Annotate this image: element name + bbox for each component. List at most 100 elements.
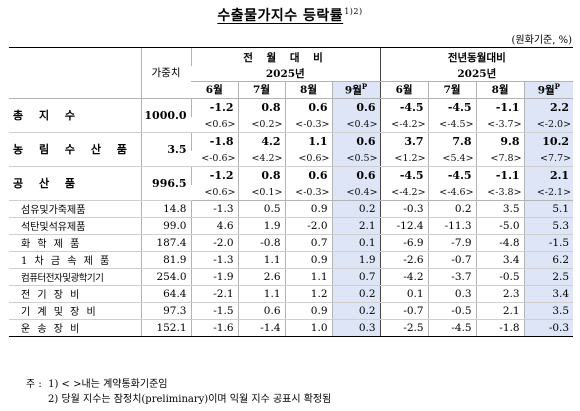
row-label: 농 림 수 산 품 [9,131,141,167]
value-cell: 3.4 [523,285,574,303]
value-cell: 0.1 [379,285,429,303]
value-cell: -2.0 [284,217,332,235]
contract-currency-value: <0.6> [284,150,332,167]
value-cell: -0.5 [427,302,477,320]
note-1: 1) < >내는 계약통화기준임 [48,379,168,390]
contract-currency-value: <0.4> [331,184,381,201]
yoy-year: 2025년 [379,66,574,82]
weight-value: 64.4 [140,285,191,303]
value-cell: 0.6 [331,165,381,185]
month-label: 9월 [537,84,555,97]
value-cell: -0.7 [427,251,477,269]
contract-currency-value: <-0.3> [284,184,332,201]
value-cell: 0.6 [331,97,381,117]
value-cell: -12.4 [379,217,429,235]
value-cell: 2.6 [237,268,285,286]
subrow-label: 운 송 장 비 [9,319,141,337]
value-cell: 0.2 [427,200,477,218]
value-cell: 3.5 [475,200,525,218]
preliminary-mark: P [361,82,368,91]
value-cell: 1.1 [237,251,285,269]
value-cell: -1.5 [190,302,238,320]
month-header: 6월 [191,81,238,99]
month-label: 6월 [205,84,223,97]
value-cell: -2.6 [379,251,429,269]
value-cell: 0.9 [284,200,332,218]
value-cell: -4.5 [427,165,477,185]
contract-currency-value: <0.1> [237,184,285,201]
value-cell: 2.5 [523,268,574,286]
header-label-cell [9,47,141,99]
footnotes: 주 : 1) < >내는 계약통화기준임 2) 당월 지수는 잠정치(preli… [26,377,331,407]
value-cell: -0.3 [523,319,574,337]
value-cell: -1.8 [475,319,525,337]
subrow-label: 1 차 금 속 제 품 [9,251,141,269]
value-cell: 0.9 [284,302,332,320]
value-cell: -4.2 [379,268,429,286]
value-cell: -2.1 [190,285,238,303]
value-cell: 0.3 [331,319,381,337]
contract-currency-value: <0.2> [237,116,285,133]
value-cell: 0.8 [237,165,285,185]
value-cell: 2.3 [475,285,525,303]
month-header: 9월P [523,81,574,99]
month-header: 8월 [475,81,525,99]
value-cell: -0.5 [475,268,525,286]
value-cell: 0.6 [284,97,332,117]
contract-currency-value: <0.5> [331,150,381,167]
contract-currency-value: <-3.8> [475,184,525,201]
month-label: 7월 [443,84,461,97]
value-cell: 1.9 [237,217,285,235]
value-cell: -4.5 [379,165,429,185]
page-title: 수출물가지수 등락률1)2) [0,5,580,25]
month-header: 7월 [427,81,477,99]
subrow-label: 컴퓨터전자및광학기기 [9,268,141,286]
month-label: 9월 [344,84,362,97]
value-cell: -4.8 [475,234,525,252]
value-cell: -6.9 [379,234,429,252]
value-cell: -1.3 [190,251,238,269]
contract-currency-value: <-4.2> [379,184,429,201]
value-cell: 0.3 [427,285,477,303]
value-cell: 3.4 [475,251,525,269]
value-cell: 2.2 [523,97,574,117]
contract-currency-value: <0.6> [191,184,238,201]
month-header: 8월 [284,81,332,99]
weight-value: 97.3 [140,302,191,320]
value-cell: 0.8 [237,97,285,117]
title-footnote-marks: 1)2) [344,7,363,17]
note-prefix: 주 : [26,379,42,390]
yoy-header: 전년동월대비 [379,47,574,66]
value-cell: -2.0 [190,234,238,252]
value-cell: -1.6 [190,319,238,337]
value-cell: 7.8 [427,131,477,151]
weight-value: 996.5 [140,165,191,201]
month-label: 8월 [491,84,509,97]
value-cell: 0.5 [237,200,285,218]
weight-value: 254.0 [140,268,191,286]
contract-currency-value: <-0.3> [284,116,332,133]
contract-currency-value: <5.4> [427,150,477,167]
value-cell: -5.0 [475,217,525,235]
mom-year: 2025년 [191,66,381,82]
value-cell: 4.2 [237,131,285,151]
value-cell: 10.2 [523,131,574,151]
contract-currency-value: <-4.6> [427,184,477,201]
value-cell: 1.1 [284,131,332,151]
value-cell: 9.8 [475,131,525,151]
month-label: 6월 [395,84,413,97]
value-cell: 6.2 [523,251,574,269]
value-cell: 0.1 [331,234,381,252]
value-cell: 1.0 [284,319,332,337]
month-header: 7월 [237,81,285,99]
value-cell: -0.7 [379,302,429,320]
value-cell: 3.7 [379,131,429,151]
value-cell: 4.6 [190,217,238,235]
note-2: 2) 당월 지수는 잠정치(preliminary)이며 익월 지수 공표시 확… [48,394,332,405]
contract-currency-value: <7.7> [523,150,574,167]
subrow-label: 화 학 제 품 [9,234,141,252]
value-cell: -2.5 [379,319,429,337]
value-cell: -1.8 [190,131,238,151]
value-cell: -1.9 [190,268,238,286]
value-cell: 0.6 [284,165,332,185]
